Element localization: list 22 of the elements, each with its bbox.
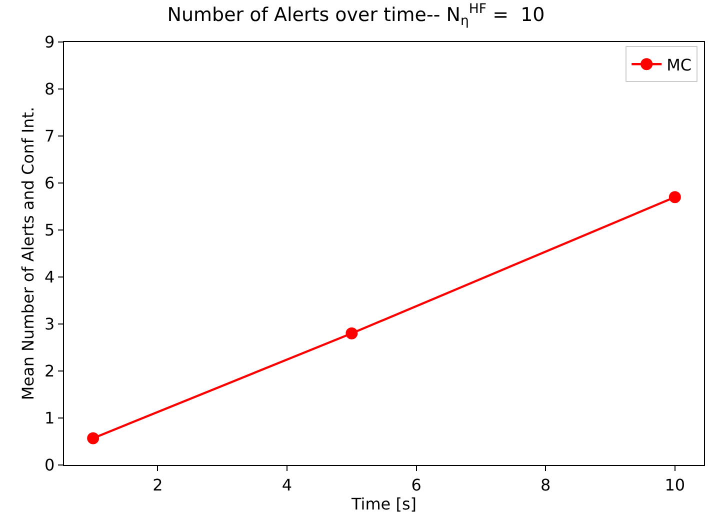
x-tick-label: 4 (282, 475, 292, 494)
y-tick-label: 5 (44, 220, 55, 240)
y-tick-label: 2 (44, 362, 55, 381)
y-tick-label: 9 (44, 32, 55, 52)
y-tick-label: 0 (44, 456, 55, 475)
x-tick-label: 8 (540, 475, 551, 494)
point (346, 327, 358, 340)
x-tick-label: 10 (664, 475, 686, 494)
x-tick-label: 2 (152, 475, 163, 494)
point (87, 432, 100, 444)
chart-title: Number of Alerts over time-- N$_{η}$$^{HF}$ = 10 (167, 2, 545, 30)
legend-label: MC (666, 55, 692, 74)
y-tick-label: 8 (44, 80, 55, 99)
y-tick-label: 1 (44, 408, 55, 428)
y-tick-label: 6 (44, 174, 55, 193)
y-tick-label: 3 (44, 314, 55, 334)
y-tick-label: 4 (44, 268, 55, 287)
x-tick-label: 6 (411, 475, 422, 494)
y-axis-title: Mean Number of Alerts and Conf Int. (18, 106, 38, 400)
x-axis-title: Time [s] (350, 494, 417, 514)
point (668, 191, 681, 204)
y-tick-label: 7 (44, 126, 55, 146)
